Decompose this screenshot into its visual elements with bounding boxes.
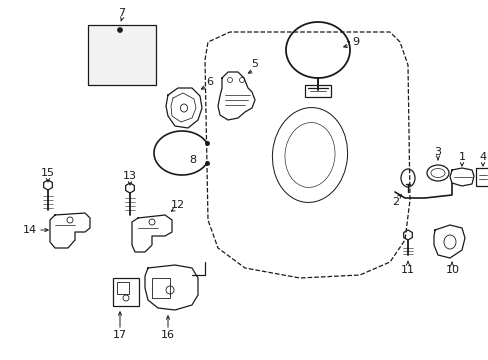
Bar: [475, 168, 488, 186]
Bar: [117, 282, 129, 294]
Text: 8: 8: [189, 155, 196, 165]
Bar: [152, 278, 170, 298]
Text: 10: 10: [445, 265, 459, 275]
Text: 6: 6: [206, 77, 213, 87]
Text: 1: 1: [458, 152, 465, 162]
Text: 9: 9: [352, 37, 359, 47]
Text: 16: 16: [161, 330, 175, 340]
Text: 3: 3: [434, 147, 441, 157]
Text: 4: 4: [478, 152, 486, 162]
Ellipse shape: [117, 27, 122, 32]
Text: 5: 5: [251, 59, 258, 69]
Text: 17: 17: [113, 330, 127, 340]
Text: 2: 2: [392, 197, 399, 207]
Text: 13: 13: [123, 171, 137, 181]
Text: 12: 12: [171, 200, 184, 210]
Text: 11: 11: [400, 265, 414, 275]
Bar: [305, 85, 330, 97]
Bar: [88, 25, 156, 85]
Text: 15: 15: [41, 168, 55, 178]
Bar: [113, 278, 139, 306]
Text: 7: 7: [118, 8, 125, 18]
Text: 14: 14: [23, 225, 37, 235]
